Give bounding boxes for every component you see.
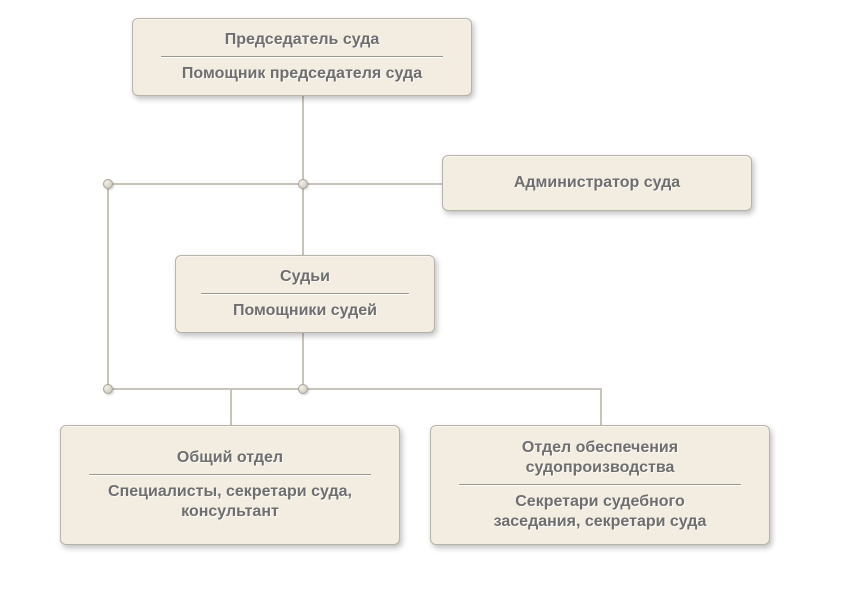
edge <box>107 183 442 185</box>
edge <box>107 183 109 388</box>
joint <box>298 384 308 394</box>
divider <box>89 474 371 476</box>
divider <box>161 56 443 58</box>
node-subtitle: Помощник председателя суда <box>182 64 422 84</box>
edge <box>302 333 304 388</box>
node-judges: Судьи Помощники судей <box>175 255 435 333</box>
edge <box>302 96 304 183</box>
node-title: Администратор суда <box>514 173 680 193</box>
node-title: Судьи <box>280 267 330 287</box>
joint <box>298 179 308 189</box>
joint <box>103 384 113 394</box>
edge <box>230 388 232 425</box>
edge <box>600 388 602 425</box>
edge <box>302 183 304 255</box>
divider <box>459 484 741 486</box>
node-title: Общий отдел <box>177 448 283 468</box>
edge <box>107 388 600 390</box>
node-subtitle: Секретари судебного заседания, секретари… <box>494 492 707 532</box>
node-subtitle: Специалисты, секретари суда, консультант <box>108 482 352 522</box>
node-proceedings-dept: Отдел обеспечения судопроизводства Секре… <box>430 425 770 545</box>
joint <box>103 179 113 189</box>
node-title: Отдел обеспечения судопроизводства <box>522 438 678 478</box>
node-title: Председатель суда <box>225 30 380 50</box>
node-chairman: Председатель суда Помощник председателя … <box>132 18 472 96</box>
node-subtitle: Помощники судей <box>233 301 377 321</box>
node-admin: Администратор суда <box>442 155 752 211</box>
node-general-dept: Общий отдел Специалисты, секретари суда,… <box>60 425 400 545</box>
divider <box>201 293 409 295</box>
